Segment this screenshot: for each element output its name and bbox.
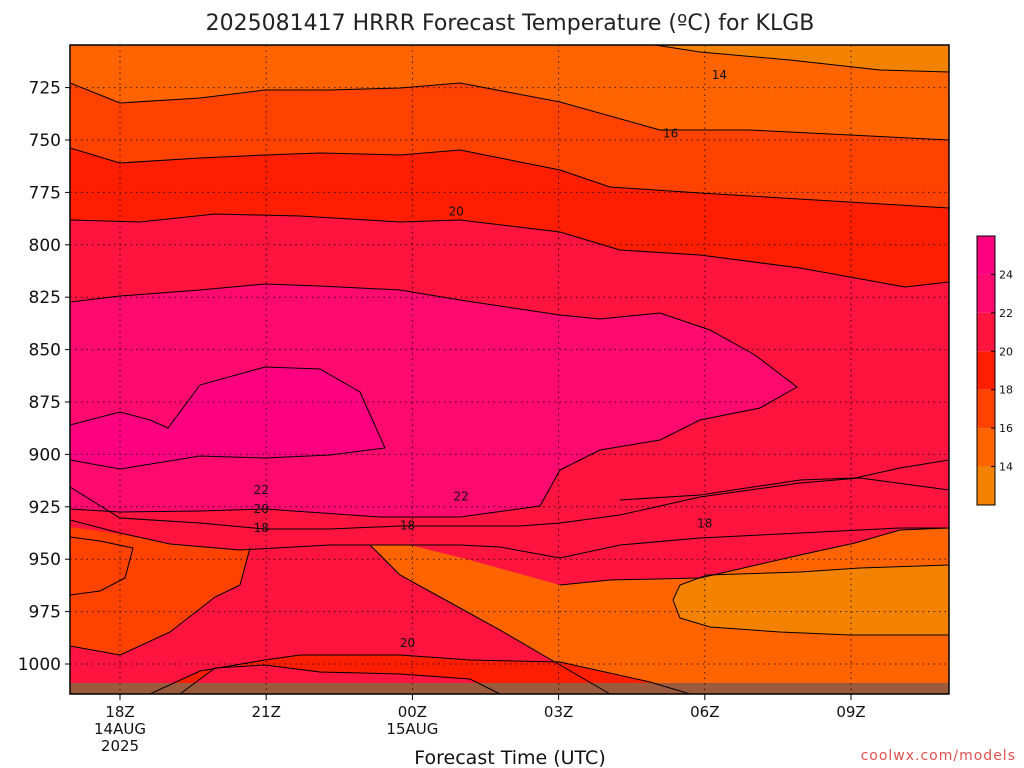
- credit-link[interactable]: coolwx.com/models: [861, 748, 1016, 764]
- x-tick-label: 06Z: [690, 703, 719, 721]
- contour-label: 18: [254, 521, 269, 535]
- y-tick-label: 900: [29, 445, 61, 465]
- contour-labels: 14 16 20 22 22 20 20 18 18 18: [254, 68, 727, 650]
- y-tick-label: 725: [29, 79, 61, 99]
- band-14-16-lower: [370, 528, 949, 694]
- plot-frame: [69, 44, 950, 695]
- contour-fill-layer: [70, 45, 949, 694]
- y-tick-label: 950: [29, 550, 61, 570]
- y-tick-label: 1000: [18, 655, 61, 675]
- contour-label-text: 16: [663, 127, 678, 141]
- x-tick-label: 00Z: [398, 703, 427, 721]
- contour-18-upper: [70, 147, 949, 209]
- contour-20-upper: [70, 213, 949, 288]
- contour-22-upper: [70, 283, 798, 518]
- contour-label: 22: [254, 483, 269, 497]
- band-24-26: [70, 367, 385, 469]
- y-tick-label: 825: [29, 288, 61, 308]
- colorbar-tick-label: 18: [999, 384, 1013, 397]
- colorbar-tick-label: 16: [999, 422, 1013, 435]
- colorbar-swatch: [977, 428, 995, 467]
- contour-label: 20: [400, 636, 415, 650]
- x-axis-label: Forecast Time (UTC): [414, 747, 605, 768]
- terrain: [70, 683, 949, 694]
- contour-label: 20: [449, 204, 464, 218]
- contour-label: 14: [712, 68, 727, 82]
- contour-16-lower-b: [559, 527, 949, 586]
- y-tick-label: 925: [29, 498, 61, 518]
- x-tick-label: 2025: [101, 737, 139, 755]
- y-tick-label: 800: [29, 236, 61, 256]
- y-tick-label: 875: [29, 393, 61, 413]
- contour-24: [70, 366, 386, 470]
- contour-label-text: 18: [400, 519, 415, 533]
- y-tick-label: 750: [29, 131, 61, 151]
- contour-label-text: 20: [254, 502, 269, 516]
- contour-14: [654, 45, 949, 73]
- contour-14-left: [70, 536, 134, 596]
- colorbar-swatch: [977, 236, 995, 275]
- contour-20-lower: [70, 477, 949, 530]
- x-tick-label: 03Z: [544, 703, 573, 721]
- contour-18-surface: [149, 654, 691, 694]
- x-tick-label: 21Z: [252, 703, 281, 721]
- contour-label: 22: [453, 489, 468, 503]
- y-tick-label: 775: [29, 183, 61, 203]
- x-tick-label: 09Z: [836, 703, 865, 721]
- y-tick-label: 975: [29, 603, 61, 623]
- x-tick-label: 15AUG: [386, 720, 438, 738]
- contour-18-lower: [70, 519, 949, 559]
- colorbar-swatch: [977, 389, 995, 429]
- contour-label-text: 22: [254, 483, 269, 497]
- contour-18-right-upper: [619, 459, 949, 501]
- x-tick-label: 18Z: [105, 703, 134, 721]
- contour-label-text: 18: [254, 521, 269, 535]
- contour-label: 16: [663, 127, 678, 141]
- colorbar-swatch: [977, 351, 995, 390]
- contour-label: 18: [400, 519, 415, 533]
- contour-label-text: 20: [449, 204, 464, 218]
- colorbar-tick-label: 22: [999, 307, 1013, 320]
- grid-lines: [70, 45, 949, 694]
- chart-title: 2025081417 HRRR Forecast Temperature (ºC…: [206, 11, 815, 36]
- contour-label-text: 22: [453, 489, 468, 503]
- colorbar-swatch: [977, 274, 995, 313]
- colorbar-frame: [976, 235, 996, 506]
- band-22-24: [70, 284, 797, 517]
- colorbar-swatch: [977, 312, 995, 352]
- band-12-14-lower: [673, 565, 949, 635]
- contour-lines: [70, 45, 949, 694]
- x-tick-label: 14AUG: [94, 720, 146, 738]
- colorbar: 14 16 18 20 22 24: [976, 235, 1013, 506]
- contour-14-lower: [672, 564, 949, 636]
- contour-label-text: 18: [697, 517, 712, 531]
- colorbar-swatch: [977, 466, 995, 505]
- contour-20-surface: [179, 664, 501, 694]
- y-axis: 725 750 775 800 825 850 875 900 925 950 975 1000: [18, 79, 70, 675]
- contour-16-lower: [369, 544, 611, 694]
- contour-label: 20: [254, 502, 269, 516]
- colorbar-tick-label: 24: [999, 268, 1013, 281]
- contour-label-text: 20: [400, 636, 415, 650]
- colorbar-tick-label: 14: [999, 461, 1013, 474]
- contour-label-text: 14: [712, 68, 727, 82]
- colorbar-tick-label: 20: [999, 345, 1013, 358]
- contour-label: 18: [697, 517, 712, 531]
- contour-16-left: [70, 547, 251, 656]
- y-tick-label: 850: [29, 341, 61, 361]
